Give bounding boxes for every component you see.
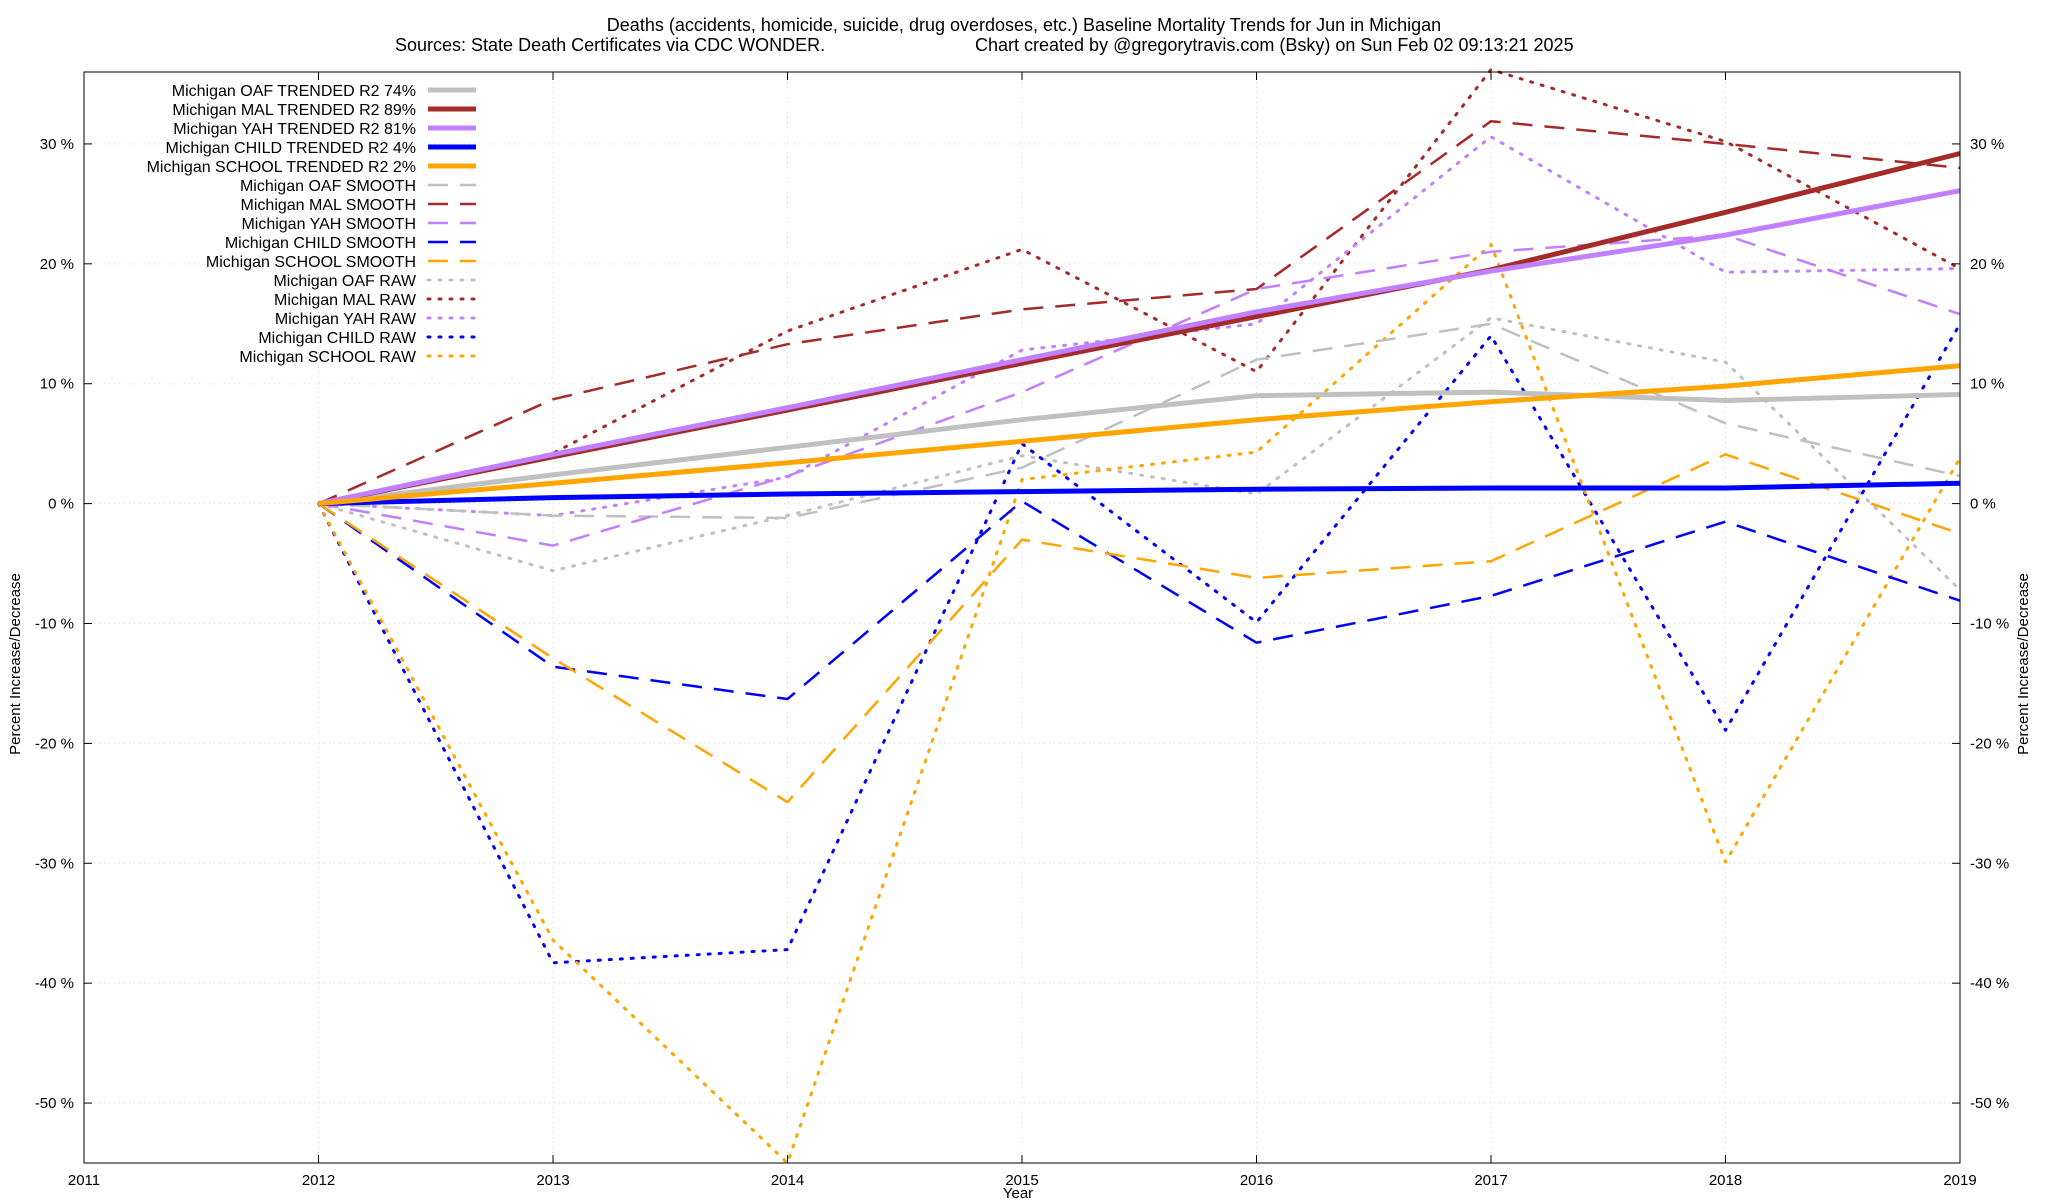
y-tick-label-right: 30 % — [1970, 136, 2004, 153]
x-tick-label: 2017 — [1474, 1172, 1507, 1189]
series-lines — [317, 68, 1962, 1165]
y-tick-label-right: -20 % — [1970, 735, 2009, 752]
y-axis-label-left: Percent Increase/Decrease — [7, 573, 24, 755]
series-line-10 — [317, 316, 1962, 592]
y-axis-label-right: Percent Increase/Decrease — [2015, 573, 2032, 755]
y-tick-label-right: 20 % — [1970, 256, 2004, 273]
series-line-9 — [317, 453, 1961, 804]
legend: Michigan OAF TRENDED R2 74% Michigan MAL … — [147, 83, 478, 366]
series-line-8 — [317, 499, 1961, 701]
y-tick-label-right: -30 % — [1970, 855, 2009, 872]
legend-label-12: Michigan YAH RAW — [275, 311, 417, 328]
x-tick-label: 2014 — [771, 1172, 804, 1189]
x-tick-label: 2019 — [1943, 1172, 1976, 1189]
series-line-12 — [317, 135, 1962, 518]
series-line-6 — [317, 119, 1961, 505]
y-tick-label-right: 10 % — [1970, 376, 2004, 393]
y-tick-label-left: 0 % — [48, 496, 74, 513]
series-line-2 — [317, 188, 1961, 507]
series-line-13 — [317, 322, 1962, 965]
y-tick-label-right: 0 % — [1970, 496, 1996, 513]
x-tick-label: 2012 — [302, 1172, 335, 1189]
x-tick-label: 2013 — [536, 1172, 569, 1189]
axis-ticks: 30 % 30 % 20 % 20 % 10 % 10 % 0 % 0 % -10 % -10 %… — [35, 72, 2009, 1189]
y-tick-label-left: -10 % — [35, 615, 74, 632]
series-line-5 — [318, 322, 1961, 520]
y-tick-label-left: -50 % — [35, 1095, 74, 1112]
chart-title: Deaths (accidents, homicide, suicide, dr… — [607, 15, 1441, 35]
legend-label-2: Michigan YAH TRENDED R2 81% — [173, 121, 416, 138]
y-tick-label-left: -20 % — [35, 735, 74, 752]
series-line-14 — [317, 243, 1962, 1165]
y-tick-label-left: -30 % — [35, 855, 74, 872]
y-tick-label-right: -40 % — [1970, 975, 2009, 992]
legend-label-7: Michigan YAH SMOOTH — [241, 216, 416, 233]
y-tick-label-right: -10 % — [1970, 615, 2009, 632]
legend-label-4: Michigan SCHOOL TRENDED R2 2% — [147, 159, 416, 176]
legend-label-8: Michigan CHILD SMOOTH — [225, 235, 416, 252]
y-tick-label-left: -40 % — [35, 975, 74, 992]
legend-label-14: Michigan SCHOOL RAW — [239, 349, 417, 366]
legend-label-9: Michigan SCHOOL SMOOTH — [206, 254, 416, 271]
chart-subtitle-sources: Sources: State Death Certificates via CD… — [395, 35, 825, 55]
x-tick-label: 2016 — [1240, 1172, 1273, 1189]
series-line-3 — [318, 480, 1961, 507]
x-tick-label: 2015 — [1005, 1172, 1038, 1189]
x-axis-label: Year — [1003, 1185, 1033, 1200]
y-tick-label-left: 30 % — [40, 136, 74, 153]
legend-label-10: Michigan OAF RAW — [273, 273, 416, 290]
x-tick-label: 2011 — [68, 1172, 100, 1189]
legend-label-13: Michigan CHILD RAW — [258, 330, 417, 347]
legend-label-5: Michigan OAF SMOOTH — [240, 178, 416, 195]
legend-label-0: Michigan OAF TRENDED R2 74% — [172, 83, 416, 100]
chart-subtitle-credit: Chart created by @gregorytravis.com (Bsk… — [975, 35, 1574, 55]
y-tick-label-left: 10 % — [40, 376, 74, 393]
series-line-11 — [317, 68, 1962, 506]
series-line-0 — [318, 389, 1961, 507]
legend-label-3: Michigan CHILD TRENDED R2 4% — [166, 140, 416, 157]
legend-label-11: Michigan MAL RAW — [274, 292, 417, 309]
legend-label-6: Michigan MAL SMOOTH — [241, 197, 416, 214]
x-tick-label: 2018 — [1709, 1172, 1742, 1189]
series-line-4 — [318, 363, 1961, 507]
series-line-7 — [318, 233, 1961, 547]
y-tick-label-right: -50 % — [1970, 1095, 2009, 1112]
legend-label-1: Michigan MAL TRENDED R2 89% — [172, 102, 416, 119]
y-tick-label-left: 20 % — [40, 256, 74, 273]
